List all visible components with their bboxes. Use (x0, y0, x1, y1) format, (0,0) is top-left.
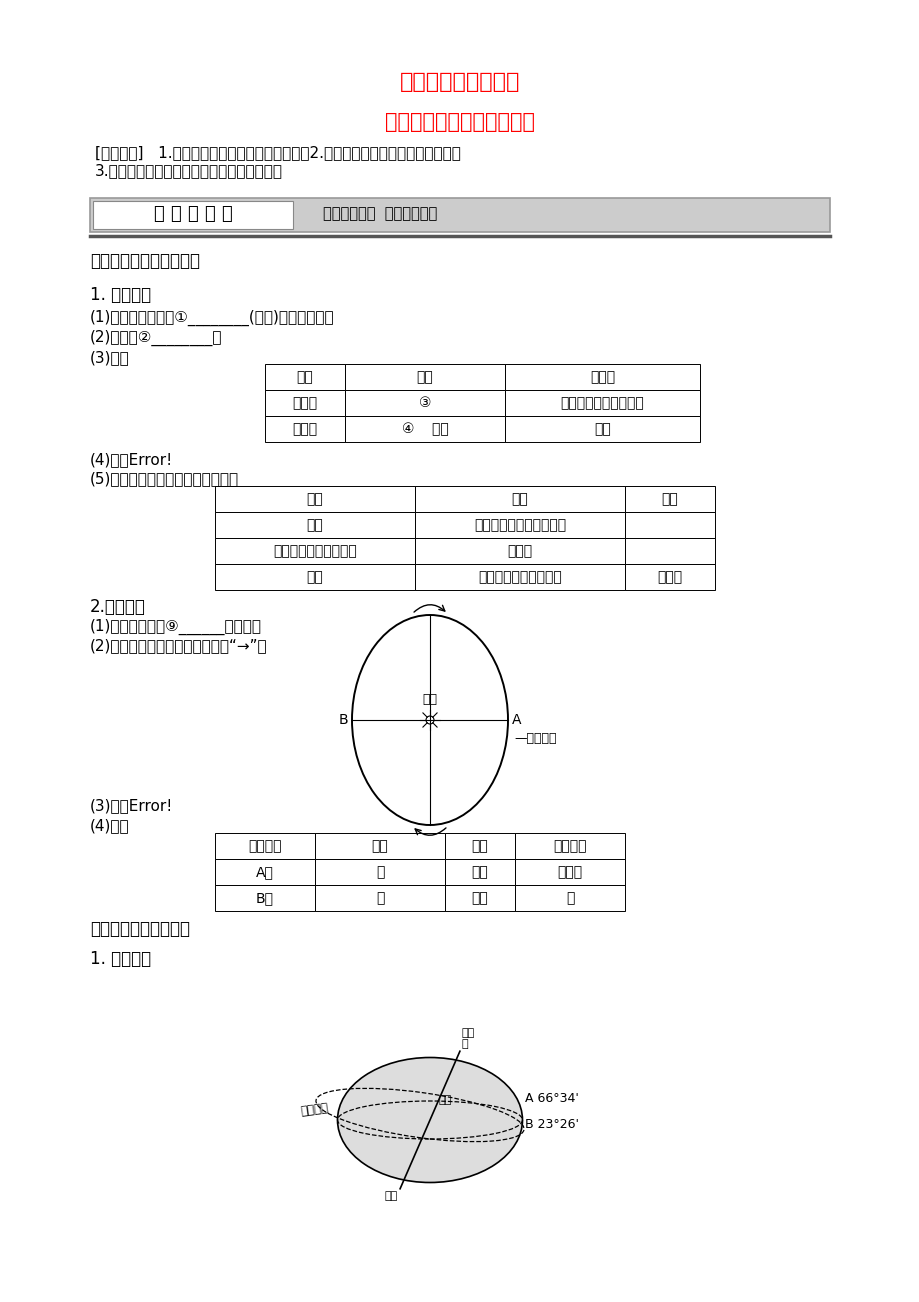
Bar (624, 512, 714, 538)
Bar (265, 417, 345, 441)
Text: 3.运用地球运动的特点分析相关的自然现象。: 3.运用地球运动的特点分析相关的自然现象。 (95, 163, 283, 178)
Text: (4)速度: (4)速度 (90, 818, 130, 833)
Text: ⑬: ⑬ (565, 891, 573, 905)
Bar (624, 564, 714, 590)
Text: 太阳: 太阳 (422, 693, 437, 706)
Bar (345, 365, 505, 391)
Text: 长度: 长度 (416, 370, 433, 384)
Bar (215, 833, 314, 859)
Bar (414, 486, 624, 512)
Text: 2.地球公转: 2.地球公转 (90, 598, 146, 616)
Text: A: A (512, 713, 521, 727)
Text: (4)速度Error!: (4)速度Error! (90, 452, 173, 467)
Text: 影响: 影响 (511, 492, 528, 506)
Bar (515, 833, 624, 859)
Text: ⑫: ⑫ (375, 891, 384, 905)
Text: 海拔越高，线速度越大: 海拔越高，线速度越大 (478, 570, 562, 585)
Text: ④    小时: ④ 小时 (402, 422, 448, 436)
Bar (314, 885, 445, 911)
Text: (2)方向：②________。: (2)方向：②________。 (90, 329, 222, 346)
Text: 关系: 关系 (661, 492, 677, 506)
Text: 较快: 较快 (471, 865, 488, 879)
Text: (1)概念：地球绕其①________(地轴)的旋转运动。: (1)概念：地球绕其①________(地轴)的旋转运动。 (90, 310, 335, 327)
Bar (414, 512, 624, 538)
Text: 北图: 北图 (437, 1095, 451, 1105)
Text: 近日点: 近日点 (557, 865, 582, 879)
Bar (414, 538, 624, 564)
Bar (314, 833, 445, 859)
Bar (505, 365, 699, 391)
Bar (215, 564, 414, 590)
Bar (345, 391, 505, 417)
Ellipse shape (337, 1057, 522, 1182)
Bar (505, 417, 699, 441)
Text: 公转位置: 公转位置 (552, 838, 586, 853)
Text: 课 前 准 备 区: 课 前 准 备 区 (153, 204, 233, 223)
Text: 恒星日: 恒星日 (292, 396, 317, 410)
Bar (215, 538, 414, 564)
Text: 南极: 南极 (384, 1191, 398, 1200)
Text: [学习目标]   1.了解地球自转和公转的一般特点。2.掌握太阳直射点移动的一般规律。: [学习目标] 1.了解地球自转和公转的一般特点。2.掌握太阳直射点移动的一般规律… (95, 145, 460, 160)
Text: 1. 地球自转: 1. 地球自转 (90, 286, 151, 303)
Text: 二、太阳直射点的移动: 二、太阳直射点的移动 (90, 921, 190, 937)
Bar (505, 391, 699, 417)
Text: (5)影响地球自转线速度变化的因素: (5)影响地球自转线速度变化的因素 (90, 471, 239, 486)
Text: (3)周期Error!: (3)周期Error! (90, 798, 173, 812)
Bar (515, 859, 624, 885)
Bar (215, 859, 314, 885)
Text: 太阳: 太阳 (594, 422, 610, 436)
Text: ③: ③ (418, 396, 431, 410)
Bar (414, 564, 624, 590)
Text: A 66°34': A 66°34' (525, 1091, 578, 1104)
Text: 纬度越低，线速度越大: 纬度越低，线速度越大 (273, 544, 357, 559)
Text: B: B (338, 713, 347, 727)
Text: 距地球遥远的同一恒星: 距地球遥远的同一恒星 (560, 396, 643, 410)
Bar (215, 885, 314, 911)
Text: 海拔: 海拔 (306, 570, 323, 585)
Text: 第１课时　地球运动的特点: 第１课时 地球运动的特点 (384, 112, 535, 132)
Text: 自主学习教材  独立思考问题: 自主学习教材 独立思考问题 (323, 207, 437, 221)
Text: 图中位置: 图中位置 (248, 838, 281, 853)
Text: B点: B点 (255, 891, 274, 905)
Bar (624, 486, 714, 512)
Bar (515, 885, 624, 911)
Text: 1. 黄赤交角: 1. 黄赤交角 (90, 950, 151, 967)
Text: A点: A点 (255, 865, 274, 879)
Bar (445, 833, 515, 859)
Text: —公转轨道: —公转轨道 (514, 732, 556, 745)
Text: (2)方向：自西向东，如图中所示“→”。: (2)方向：自西向东，如图中所示“→”。 (90, 638, 267, 654)
Bar (445, 885, 515, 911)
Text: 参考点: 参考点 (589, 370, 615, 384)
Bar (93, 201, 292, 229)
Bar (445, 859, 515, 885)
Text: 黄道平面: 黄道平面 (300, 1101, 329, 1118)
Text: 名称: 名称 (296, 370, 313, 384)
Text: 时间: 时间 (371, 838, 388, 853)
Bar (265, 391, 345, 417)
Text: 纬度: 纬度 (306, 518, 323, 533)
Text: 正相关: 正相关 (657, 570, 682, 585)
Text: 太阳日: 太阳日 (292, 422, 317, 436)
Text: (3)周期: (3)周期 (90, 350, 130, 365)
Text: 一、地球运动的一般特点: 一、地球运动的一般特点 (90, 253, 199, 270)
Bar (624, 538, 714, 564)
Bar (215, 512, 414, 538)
Bar (345, 417, 505, 441)
Circle shape (425, 716, 434, 724)
Text: 纬度相同，线速度相同；: 纬度相同，线速度相同； (473, 518, 565, 533)
Bar (265, 365, 345, 391)
Text: 较慢: 较慢 (471, 891, 488, 905)
Text: 因素: 因素 (306, 492, 323, 506)
Text: 速度: 速度 (471, 838, 488, 853)
Bar (215, 486, 414, 512)
Text: 第三节　地球的运动: 第三节 地球的运动 (400, 72, 519, 92)
Text: 北极
点: 北极 点 (461, 1027, 474, 1049)
Text: (1)概念：地球绕⑨______的运动。: (1)概念：地球绕⑨______的运动。 (90, 618, 262, 635)
Text: ⑪: ⑪ (375, 865, 384, 879)
Text: B 23°26': B 23°26' (525, 1118, 578, 1131)
Bar (90, 198, 829, 232)
Text: 负相关: 负相关 (507, 544, 532, 559)
Bar (314, 859, 445, 885)
